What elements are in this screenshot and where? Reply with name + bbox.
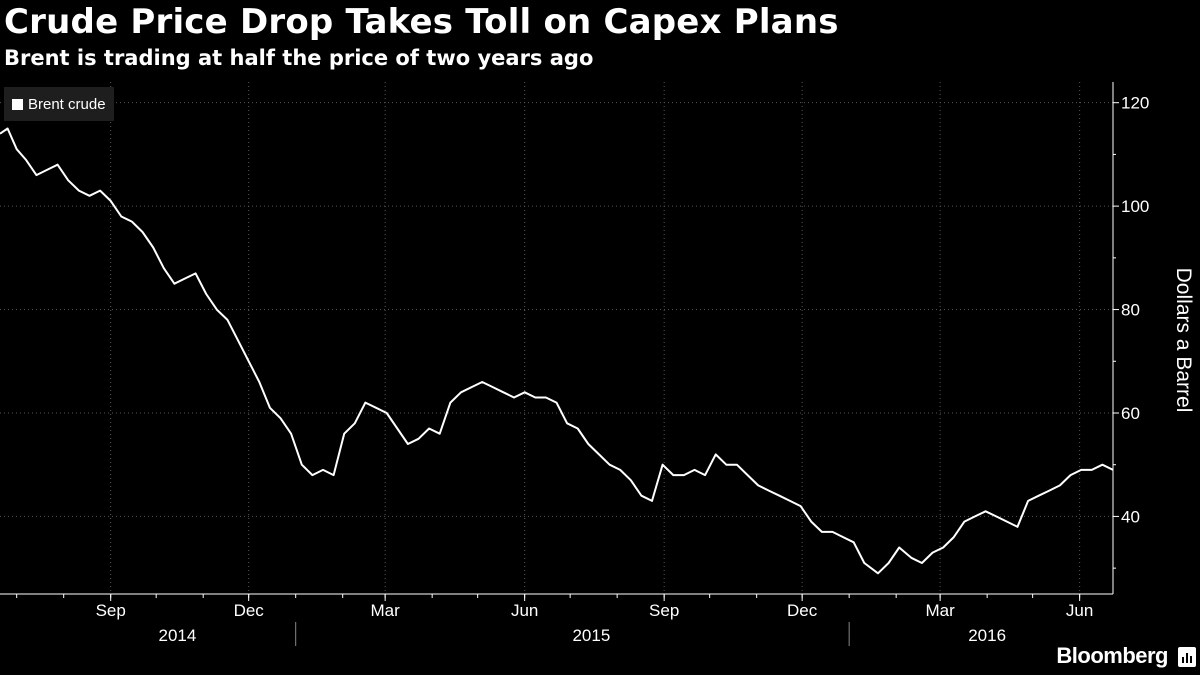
legend-entry-brent-crude: Brent crude [28,95,106,113]
y-axis-label: Dollars a Barrel [1172,268,1195,413]
x-tick-label: Jun [511,601,538,620]
chart-subtitle: Brent is trading at half the price of tw… [4,46,594,70]
bloomberg-logo-text: Bloomberg [1056,643,1168,668]
y-tick-label: 60 [1121,404,1140,423]
x-year-label: 2015 [572,626,610,645]
x-tick-label: Sep [96,601,126,620]
y-tick-label: 120 [1121,94,1149,113]
x-tick-label: Sep [649,601,679,620]
chart-title: Crude Price Drop Takes Toll on Capex Pla… [4,2,839,42]
x-tick-label: Dec [234,601,265,620]
x-tick-label: Mar [371,601,401,620]
x-year-label: 2016 [968,626,1006,645]
y-tick-label: 40 [1121,507,1140,526]
axes [0,82,1114,595]
x-tick-label: Jun [1066,601,1093,620]
x-tick-label: Mar [925,601,955,620]
y-tick-label: 80 [1121,301,1140,320]
y-axis-ticks: 40 60 80 100 120 [1113,94,1149,569]
legend-swatch [12,98,23,110]
x-year-label: 2014 [158,626,196,645]
grid-lines [0,82,1113,594]
chart-legend: Brent crude [4,87,114,121]
series-line-brent-crude [0,127,1114,575]
y-tick-label: 100 [1121,197,1149,216]
x-axis-ticks: Sep Dec Mar Jun Sep Dec Mar Jun 2014 2015 2016 [16,594,1093,646]
bloomberg-chart-icon [1178,647,1196,667]
x-tick-label: Dec [787,601,818,620]
